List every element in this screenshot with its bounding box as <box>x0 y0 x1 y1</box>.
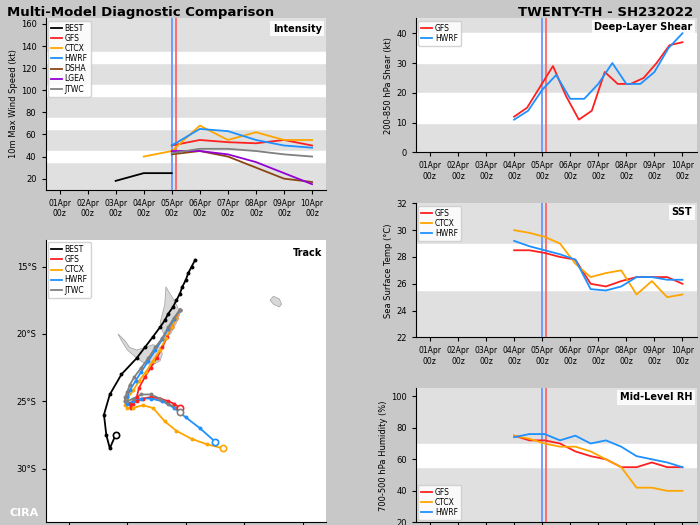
Polygon shape <box>270 296 281 307</box>
Bar <box>46 85 326 96</box>
Bar <box>416 93 696 123</box>
Y-axis label: 10m Max Wind Speed (kt): 10m Max Wind Speed (kt) <box>9 49 18 159</box>
Y-axis label: Sea Surface Temp (°C): Sea Surface Temp (°C) <box>384 223 393 318</box>
Text: CIRA: CIRA <box>10 508 38 518</box>
Y-axis label: 200-850 hPa Shear (kt): 200-850 hPa Shear (kt) <box>384 37 393 134</box>
Bar <box>46 51 326 62</box>
Bar <box>46 118 326 129</box>
Text: Intensity: Intensity <box>273 24 322 34</box>
Bar <box>416 244 696 290</box>
Legend: GFS, CTCX, HWRF: GFS, CTCX, HWRF <box>418 485 461 520</box>
Y-axis label: 700-500 hPa Humidity (%): 700-500 hPa Humidity (%) <box>379 400 389 511</box>
Legend: BEST, GFS, CTCX, HWRF, DSHA, LGEA, JTWC: BEST, GFS, CTCX, HWRF, DSHA, LGEA, JTWC <box>48 20 91 97</box>
Legend: GFS, HWRF: GFS, HWRF <box>418 20 461 46</box>
Bar <box>416 33 696 63</box>
Bar <box>416 444 696 467</box>
Legend: BEST, GFS, CTCX, HWRF, JTWC: BEST, GFS, CTCX, HWRF, JTWC <box>48 242 91 298</box>
Text: Multi-Model Diagnostic Comparison: Multi-Model Diagnostic Comparison <box>7 6 274 19</box>
Text: TWENTY-TH - SH232022: TWENTY-TH - SH232022 <box>518 6 693 19</box>
Text: Deep-Layer Shear: Deep-Layer Shear <box>594 23 692 33</box>
Polygon shape <box>160 287 180 337</box>
Bar <box>46 151 326 162</box>
Legend: GFS, CTCX, HWRF: GFS, CTCX, HWRF <box>418 206 461 241</box>
Polygon shape <box>118 334 162 365</box>
Text: Track: Track <box>293 248 322 258</box>
Text: SST: SST <box>672 207 692 217</box>
Text: Mid-Level RH: Mid-Level RH <box>620 392 692 402</box>
